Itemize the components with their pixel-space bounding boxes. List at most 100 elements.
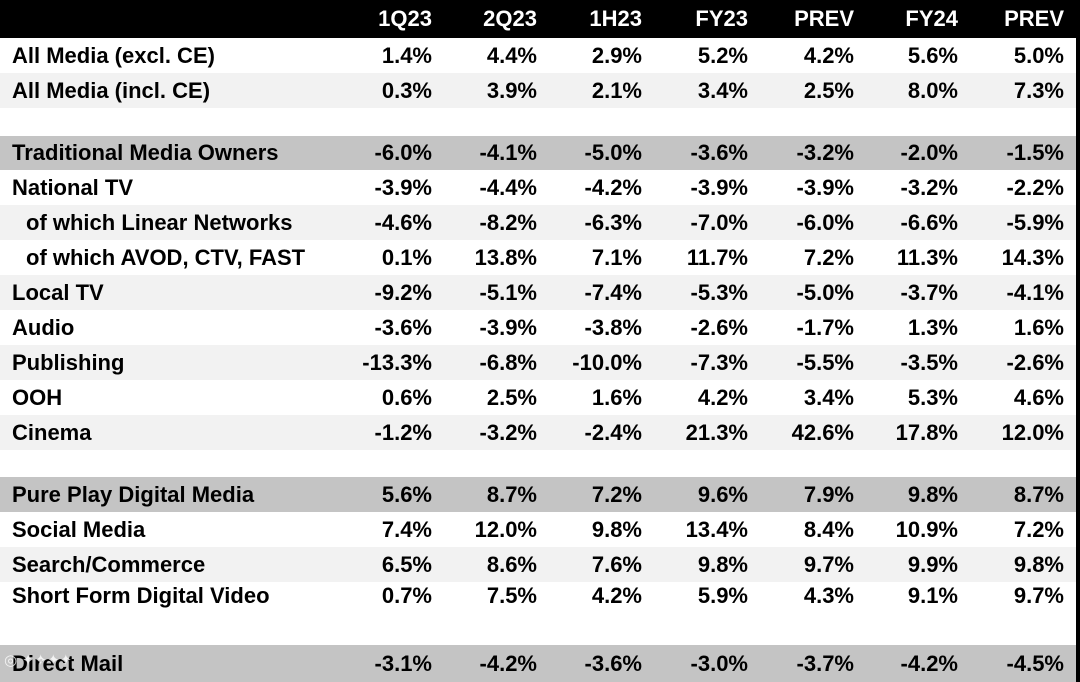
value-cell: -10.0% bbox=[572, 349, 642, 375]
value-cell: 9.7% bbox=[803, 551, 854, 577]
section-row-direct-mail: Direct Mail -3.1% -4.2% -3.6% -3.0% -3.7% -4.2… bbox=[0, 645, 1080, 682]
row-label: National TV bbox=[12, 174, 134, 200]
value-cell: -5.0% bbox=[796, 279, 854, 305]
value-cell: 8.6% bbox=[486, 551, 537, 577]
value-cell: -3.6% bbox=[584, 650, 642, 676]
row-label: All Media (excl. CE) bbox=[12, 42, 215, 68]
value-cell: 3.4% bbox=[697, 77, 748, 103]
value-cell: -4.1% bbox=[1006, 279, 1064, 305]
value-cell: 9.8% bbox=[907, 481, 958, 507]
value-cell: 7.1% bbox=[591, 244, 642, 270]
value-cell: 4.6% bbox=[1013, 384, 1064, 410]
spacer-row bbox=[0, 610, 1080, 645]
value-cell: -2.6% bbox=[690, 314, 748, 340]
value-cell: -6.8% bbox=[479, 349, 537, 375]
value-cell: 7.6% bbox=[591, 551, 642, 577]
value-cell: -2.6% bbox=[1006, 349, 1064, 375]
value-cell: 1.6% bbox=[1013, 314, 1064, 340]
value-cell: -3.2% bbox=[796, 140, 854, 165]
value-cell: 12.0% bbox=[1001, 419, 1064, 445]
value-cell: 4.2% bbox=[803, 42, 854, 68]
value-cell: 14.3% bbox=[1001, 244, 1064, 270]
watermark-logo: ◎ ✦✦✦✦ bbox=[4, 651, 73, 669]
row-label: OOH bbox=[12, 384, 63, 410]
value-cell: -6.0% bbox=[374, 140, 432, 165]
value-cell: 3.4% bbox=[803, 384, 854, 410]
value-cell: 7.4% bbox=[381, 516, 432, 542]
value-cell: 4.4% bbox=[486, 42, 537, 68]
value-cell: -4.5% bbox=[1006, 650, 1064, 676]
table-row-search-commerce: Search/Commerce 6.5% 8.6% 7.6% 9.8% 9.7% 9.9% 9… bbox=[0, 547, 1080, 582]
value-cell: 7.2% bbox=[803, 244, 854, 270]
value-cell: 3.9% bbox=[486, 77, 537, 103]
section-row-pure-play-digital-media: Pure Play Digital Media 5.6% 8.7% 7.2% 9.6% 7… bbox=[0, 477, 1080, 512]
value-cell: 0.3% bbox=[381, 77, 432, 103]
value-cell: 4.2% bbox=[591, 583, 642, 608]
value-cell: 12.0% bbox=[474, 516, 537, 542]
header-col-1h23: 1H23 bbox=[589, 6, 642, 31]
value-cell: -7.0% bbox=[690, 209, 748, 235]
value-cell: 21.3% bbox=[685, 419, 748, 445]
table-row-social-media: Social Media 7.4% 12.0% 9.8% 13.4% 8.4% 10.9% 7… bbox=[0, 512, 1080, 547]
value-cell: 7.5% bbox=[486, 583, 537, 608]
value-cell: 2.5% bbox=[486, 384, 537, 410]
value-cell: 5.3% bbox=[907, 384, 958, 410]
value-cell: 5.0% bbox=[1013, 42, 1064, 68]
value-cell: -5.3% bbox=[690, 279, 748, 305]
header-row: 1Q23 2Q23 1H23 FY23 PREV FY24 PREV bbox=[0, 0, 1080, 38]
value-cell: 1.3% bbox=[907, 314, 958, 340]
value-cell: -3.9% bbox=[479, 314, 537, 340]
header-col-2q23: 2Q23 bbox=[483, 6, 537, 31]
value-cell: 5.6% bbox=[381, 481, 432, 507]
value-cell: 9.8% bbox=[697, 551, 748, 577]
row-label: Social Media bbox=[12, 516, 146, 542]
value-cell: 11.3% bbox=[896, 244, 958, 270]
right-border bbox=[1076, 0, 1080, 682]
row-label: Short Form Digital Video bbox=[12, 583, 270, 608]
value-cell: -3.7% bbox=[900, 279, 958, 305]
value-cell: 7.2% bbox=[1013, 516, 1064, 542]
value-cell: 6.5% bbox=[381, 551, 432, 577]
header-col-prev-fy23: PREV bbox=[794, 6, 854, 31]
value-cell: 0.6% bbox=[381, 384, 432, 410]
row-label: of which Linear Networks bbox=[26, 209, 293, 235]
value-cell: -4.2% bbox=[479, 650, 537, 676]
value-cell: 9.6% bbox=[697, 481, 748, 507]
table-row-cinema: Cinema -1.2% -3.2% -2.4% 21.3% 42.6% 17.8% 12.0… bbox=[0, 415, 1080, 450]
header-col-1q23: 1Q23 bbox=[378, 6, 432, 31]
value-cell: 8.7% bbox=[486, 481, 537, 507]
value-cell: -3.5% bbox=[900, 349, 958, 375]
table-row-national-tv: National TV -3.9% -4.4% -4.2% -3.9% -3.9% -3.2… bbox=[0, 170, 1080, 205]
value-cell: 7.9% bbox=[803, 481, 854, 507]
value-cell: -3.8% bbox=[584, 314, 642, 340]
value-cell: -2.2% bbox=[1006, 174, 1064, 200]
row-label: Search/Commerce bbox=[12, 551, 206, 577]
table-row-short-form-digital-video: Short Form Digital Video 0.7% 7.5% 4.2% 5.9%… bbox=[0, 582, 1080, 610]
value-cell: -3.2% bbox=[900, 174, 958, 200]
spacer-row bbox=[0, 450, 1080, 477]
value-cell: 0.1% bbox=[381, 244, 432, 270]
value-cell: 9.8% bbox=[591, 516, 642, 542]
value-cell: -4.1% bbox=[479, 140, 537, 165]
value-cell: -5.9% bbox=[1006, 209, 1064, 235]
value-cell: -4.4% bbox=[479, 174, 537, 200]
value-cell: -3.9% bbox=[690, 174, 748, 200]
value-cell: -6.6% bbox=[900, 209, 958, 235]
value-cell: -6.3% bbox=[584, 209, 642, 235]
row-label: Publishing bbox=[12, 349, 125, 375]
value-cell: 9.7% bbox=[1013, 583, 1064, 608]
value-cell: 10.9% bbox=[895, 516, 958, 542]
value-cell: -7.3% bbox=[690, 349, 748, 375]
row-label: Direct Mail bbox=[12, 650, 124, 676]
value-cell: -5.5% bbox=[796, 349, 854, 375]
value-cell: -6.0% bbox=[796, 209, 854, 235]
value-cell: -1.2% bbox=[374, 419, 432, 445]
value-cell: -7.4% bbox=[584, 279, 642, 305]
section-row-traditional-media-owners: Traditional Media Owners -6.0% -4.1% -5.0% -… bbox=[0, 136, 1080, 170]
row-label: Local TV bbox=[12, 279, 104, 305]
row-label: Traditional Media Owners bbox=[12, 140, 279, 165]
value-cell: 11.7% bbox=[686, 244, 748, 270]
value-cell: 17.8% bbox=[895, 419, 958, 445]
table-row-all-media-excl-ce: All Media (excl. CE) 1.4% 4.4% 2.9% 5.2% 4.2%… bbox=[0, 38, 1080, 73]
value-cell: -5.1% bbox=[479, 279, 537, 305]
